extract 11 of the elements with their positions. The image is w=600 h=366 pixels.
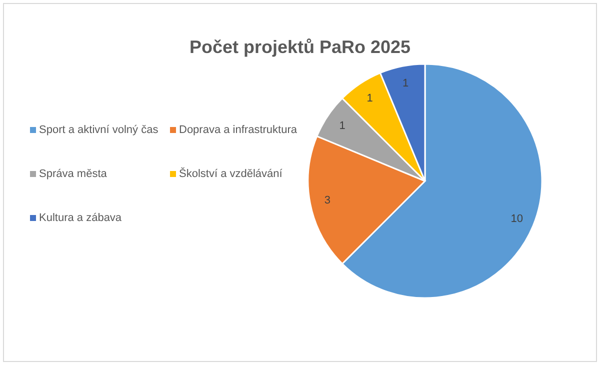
legend-label: Kultura a zábava xyxy=(39,212,122,224)
data-label: 1 xyxy=(339,120,346,132)
data-label: 3 xyxy=(324,194,331,206)
data-label: 1 xyxy=(402,77,409,90)
legend-label: Sport a aktivní volný čas xyxy=(39,124,159,136)
chart-title: Počet projektů PaRo 2025 xyxy=(189,37,411,57)
legend-label: Správa města xyxy=(39,168,108,180)
data-label: 1 xyxy=(366,92,373,104)
legend-label: Školství a vzdělávání xyxy=(179,167,284,180)
legend-label: Doprava a infrastruktura xyxy=(179,124,298,136)
data-label: 10 xyxy=(510,213,524,226)
